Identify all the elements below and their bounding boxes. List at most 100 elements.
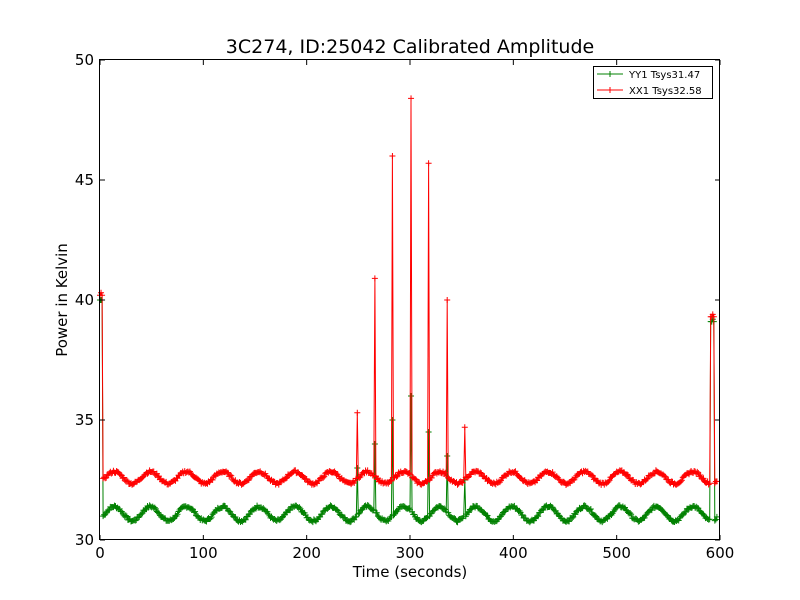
data-point xyxy=(465,509,472,516)
data-point xyxy=(408,393,415,399)
data-point xyxy=(661,472,668,479)
data-point xyxy=(496,479,503,486)
data-point xyxy=(262,470,269,477)
x-tick-label: 0 xyxy=(95,544,105,562)
data-point xyxy=(389,417,396,423)
data-point xyxy=(560,478,567,485)
data-point xyxy=(232,513,239,520)
data-point xyxy=(712,516,719,523)
data-point xyxy=(123,477,130,484)
data-point xyxy=(624,471,630,478)
data-point xyxy=(706,480,713,487)
data-point xyxy=(444,453,451,459)
data-point xyxy=(354,409,361,416)
legend-entry-label: XX1 Tsys32.58 xyxy=(629,86,702,97)
data-point xyxy=(389,153,396,159)
data-point xyxy=(191,509,198,516)
y-tick-label: 40 xyxy=(75,291,94,309)
data-point xyxy=(393,473,400,480)
x-tick-label: 600 xyxy=(706,544,735,562)
data-point xyxy=(512,468,519,475)
data-point xyxy=(412,475,419,482)
data-point xyxy=(423,478,430,485)
data-point xyxy=(299,472,306,479)
y-tick-label: 30 xyxy=(75,531,94,549)
data-point xyxy=(120,474,127,481)
series-markers xyxy=(97,297,720,526)
data-point xyxy=(196,477,203,484)
data-point xyxy=(694,504,701,511)
series-markers xyxy=(97,95,720,489)
data-point xyxy=(627,510,634,517)
y-axis-label: Power in Kelvin xyxy=(53,243,71,357)
data-point xyxy=(208,514,215,521)
data-point xyxy=(210,510,217,517)
data-point xyxy=(428,474,435,481)
data-point xyxy=(569,515,576,522)
data-point xyxy=(706,516,713,523)
data-point xyxy=(123,513,130,520)
legend: YY1 Tsys31.47 XX1 Tsys32.58 xyxy=(593,66,713,99)
data-point xyxy=(423,515,430,522)
data-point xyxy=(425,429,432,435)
data-point xyxy=(331,468,338,475)
data-point xyxy=(451,515,458,522)
data-point xyxy=(519,511,526,518)
data-point xyxy=(319,511,326,518)
data-point xyxy=(407,471,413,478)
data-point xyxy=(122,512,129,519)
x-tick-label: 500 xyxy=(602,544,631,562)
data-point xyxy=(138,511,145,518)
data-point xyxy=(459,479,466,486)
data-point xyxy=(371,275,378,282)
data-point xyxy=(371,441,378,447)
data-point xyxy=(390,512,397,519)
data-point xyxy=(713,513,720,520)
data-point xyxy=(356,510,363,517)
data-point xyxy=(445,509,452,516)
data-point xyxy=(566,518,573,525)
data-point xyxy=(677,478,684,485)
data-point xyxy=(117,471,124,478)
data-point xyxy=(484,512,491,519)
data-point xyxy=(192,508,199,515)
data-point xyxy=(694,468,701,475)
data-point xyxy=(297,505,304,512)
data-point xyxy=(209,476,216,483)
data-point xyxy=(697,472,704,479)
data-point xyxy=(678,477,685,484)
data-point xyxy=(711,517,718,524)
data-point xyxy=(662,473,669,480)
data-point xyxy=(700,475,707,482)
data-point xyxy=(118,508,125,515)
data-point xyxy=(283,475,289,482)
data-point xyxy=(605,478,612,485)
data-point xyxy=(665,476,672,483)
data-point xyxy=(174,475,181,482)
data-point xyxy=(188,505,195,512)
data-point xyxy=(296,504,303,511)
data-point xyxy=(405,469,412,476)
data-point xyxy=(408,95,415,102)
data-point xyxy=(705,481,712,488)
data-point xyxy=(497,477,504,484)
data-point xyxy=(606,477,613,484)
data-point xyxy=(713,478,720,485)
data-point xyxy=(461,424,468,431)
data-point xyxy=(588,472,595,479)
data-point xyxy=(591,512,598,519)
data-point xyxy=(373,509,380,516)
data-point xyxy=(226,508,233,515)
data-point xyxy=(604,515,611,522)
data-point xyxy=(485,476,492,483)
data-point xyxy=(106,507,113,514)
data-point xyxy=(464,474,471,481)
data-point xyxy=(227,472,234,479)
data-point xyxy=(572,511,579,518)
data-point xyxy=(388,477,395,484)
data-point xyxy=(245,476,252,483)
x-tick-label: 100 xyxy=(189,544,218,562)
x-tick-label: 400 xyxy=(499,544,528,562)
data-point xyxy=(228,472,235,479)
data-point xyxy=(441,505,448,512)
